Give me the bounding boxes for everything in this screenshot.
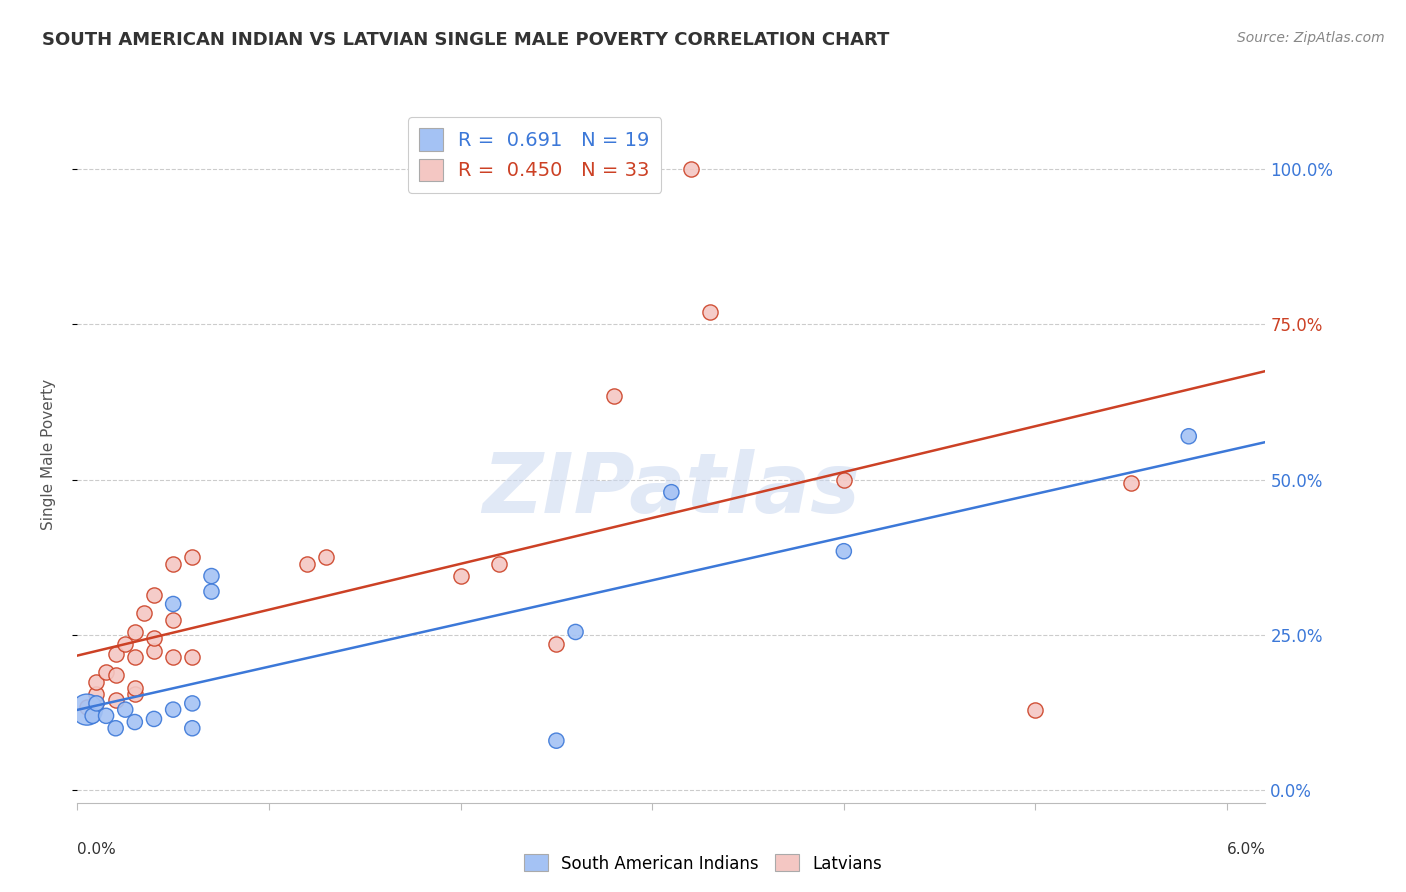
Point <box>124 681 146 695</box>
Point <box>124 714 146 729</box>
Point <box>181 550 204 565</box>
Point <box>143 631 166 645</box>
Point <box>699 305 721 319</box>
Point <box>1177 429 1199 443</box>
Point <box>679 162 702 177</box>
Point <box>564 624 586 639</box>
Point <box>181 721 204 735</box>
Point <box>104 721 127 735</box>
Point <box>297 557 319 571</box>
Point <box>104 693 127 707</box>
Text: Source: ZipAtlas.com: Source: ZipAtlas.com <box>1237 31 1385 45</box>
Point <box>143 588 166 602</box>
Point <box>124 624 146 639</box>
Text: SOUTH AMERICAN INDIAN VS LATVIAN SINGLE MALE POVERTY CORRELATION CHART: SOUTH AMERICAN INDIAN VS LATVIAN SINGLE … <box>42 31 890 49</box>
Point <box>86 697 108 711</box>
Legend: R =  0.691   N = 19, R =  0.450   N = 33: R = 0.691 N = 19, R = 0.450 N = 33 <box>408 117 661 193</box>
Point <box>143 712 166 726</box>
Point <box>546 733 568 747</box>
Point <box>86 674 108 689</box>
Point <box>162 597 184 611</box>
Point <box>162 557 184 571</box>
Legend: South American Indians, Latvians: South American Indians, Latvians <box>517 847 889 880</box>
Point <box>94 708 117 723</box>
Point <box>832 473 855 487</box>
Point <box>82 708 104 723</box>
Point <box>603 389 626 403</box>
Text: ZIPatlas: ZIPatlas <box>482 450 860 530</box>
Point <box>450 569 472 583</box>
Point <box>832 544 855 558</box>
Point <box>134 607 156 621</box>
Point <box>76 703 98 717</box>
Point <box>546 637 568 651</box>
Point <box>143 643 166 657</box>
Point <box>1024 703 1046 717</box>
Point <box>104 668 127 682</box>
Point <box>104 647 127 661</box>
Point <box>86 697 108 711</box>
Point <box>114 637 136 651</box>
Point <box>200 584 222 599</box>
Point <box>162 703 184 717</box>
Point <box>162 613 184 627</box>
Point <box>94 665 117 680</box>
Point <box>315 550 337 565</box>
Point <box>661 485 683 500</box>
Point <box>1121 475 1143 490</box>
Point <box>488 557 510 571</box>
Point <box>200 569 222 583</box>
Text: 6.0%: 6.0% <box>1226 842 1265 856</box>
Point <box>181 649 204 664</box>
Point <box>76 699 98 714</box>
Text: 0.0%: 0.0% <box>77 842 117 856</box>
Point <box>86 687 108 701</box>
Point <box>124 649 146 664</box>
Point <box>114 703 136 717</box>
Point <box>124 687 146 701</box>
Point <box>162 649 184 664</box>
Y-axis label: Single Male Poverty: Single Male Poverty <box>42 379 56 531</box>
Point <box>181 697 204 711</box>
